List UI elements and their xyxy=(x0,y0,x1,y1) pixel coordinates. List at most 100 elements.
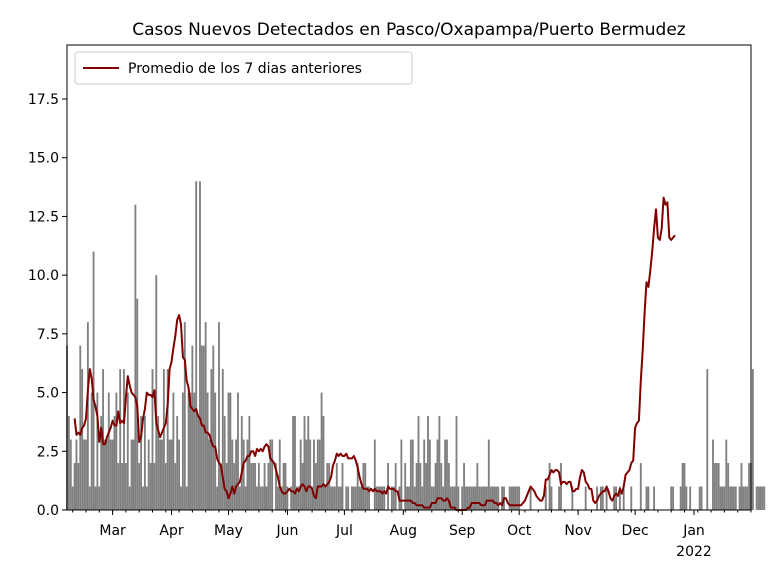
daily-cases-bar xyxy=(119,369,122,510)
y-tick-label: 10.0 xyxy=(28,268,59,284)
daily-cases-bar xyxy=(360,486,363,510)
daily-cases-bar xyxy=(187,392,190,510)
daily-cases-bar xyxy=(731,486,733,510)
daily-cases-bar xyxy=(195,181,198,510)
daily-cases-bar xyxy=(685,486,688,510)
daily-cases-bar xyxy=(757,486,760,510)
daily-cases-bar xyxy=(267,463,270,510)
daily-cases-bar xyxy=(193,392,196,510)
daily-cases-bar xyxy=(470,486,473,510)
daily-cases-bar xyxy=(271,439,274,510)
x-tick-label: Nov xyxy=(564,523,591,539)
daily-cases-bar xyxy=(275,463,277,510)
daily-cases-bar xyxy=(442,486,445,510)
daily-cases-bar xyxy=(748,463,751,510)
daily-cases-bar xyxy=(295,486,298,510)
daily-cases-bar xyxy=(221,369,224,510)
legend-box xyxy=(74,51,413,85)
daily-cases-bar xyxy=(316,439,319,510)
daily-cases-bar xyxy=(256,486,258,510)
daily-cases-bar xyxy=(73,463,76,510)
daily-cases-bar xyxy=(763,486,766,510)
daily-cases-bar xyxy=(104,439,106,510)
daily-cases-bar xyxy=(225,463,228,510)
daily-cases-bar xyxy=(109,439,112,510)
daily-cases-bar xyxy=(303,416,306,510)
daily-cases-bar xyxy=(83,439,86,510)
daily-cases-bar xyxy=(96,392,99,510)
daily-cases-bar xyxy=(356,463,359,510)
daily-cases-bar xyxy=(571,486,574,510)
x-tick-label: Oct xyxy=(507,523,532,539)
daily-cases-bar xyxy=(164,463,167,510)
x-tick-year-label: 2022 xyxy=(676,544,712,560)
y-axis: 0.0 2.5 5.0 7.5 10.0 12.5 15.0 17.5 xyxy=(28,92,67,519)
daily-cases-bar xyxy=(111,439,114,510)
daily-cases-bar xyxy=(723,486,726,510)
daily-cases-bar xyxy=(451,486,454,510)
daily-cases-bar xyxy=(510,486,513,510)
daily-cases-bar xyxy=(178,439,181,510)
x-tick-label: Apr xyxy=(159,523,183,539)
daily-cases-bar xyxy=(138,463,141,510)
daily-cases-bar xyxy=(381,486,384,510)
daily-cases-bar xyxy=(390,486,393,510)
daily-cases-bar xyxy=(518,486,521,510)
daily-cases-bar xyxy=(81,369,84,510)
daily-cases-bar xyxy=(727,463,730,510)
daily-cases-bar xyxy=(615,486,618,510)
daily-cases-bar xyxy=(229,392,232,510)
x-axis: Mar Apr May Jun Jul Aug Sep Oct Nov Dec Jan 2022 xyxy=(72,510,752,560)
daily-cases-bar xyxy=(428,439,431,510)
daily-cases-bar xyxy=(332,486,334,510)
daily-cases-bar xyxy=(94,486,97,510)
daily-cases-bar xyxy=(354,486,357,510)
daily-cases-bar xyxy=(314,463,317,510)
daily-cases-bar xyxy=(725,439,728,510)
daily-cases-bar xyxy=(170,439,173,510)
daily-cases-bar xyxy=(107,392,110,510)
daily-cases-bar xyxy=(330,486,333,510)
daily-cases-bar xyxy=(115,392,118,510)
daily-cases-bar xyxy=(706,369,709,510)
daily-cases-bar xyxy=(265,486,268,510)
daily-cases-bar xyxy=(409,439,412,510)
daily-cases-bar xyxy=(423,439,426,510)
daily-cases-bar xyxy=(276,486,279,510)
daily-cases-bar xyxy=(100,416,103,510)
daily-cases-bar xyxy=(121,463,124,510)
daily-cases-bar xyxy=(335,463,338,510)
daily-cases-bar xyxy=(263,463,266,510)
daily-cases-bar xyxy=(85,439,87,510)
y-tick-label: 17.5 xyxy=(28,92,59,108)
x-tick-label: Jan xyxy=(682,523,705,539)
daily-cases-bar xyxy=(307,416,310,510)
daily-cases-bar xyxy=(474,486,477,510)
daily-cases-bar xyxy=(729,486,732,510)
daily-cases-bar xyxy=(421,486,424,510)
daily-cases-bar xyxy=(250,463,253,510)
daily-cases-bar xyxy=(379,486,382,510)
y-tick-label: 0.0 xyxy=(37,503,59,519)
daily-cases-bar xyxy=(700,486,703,510)
daily-cases-bar xyxy=(147,439,150,510)
daily-cases-bar xyxy=(432,486,435,510)
daily-cases-bar xyxy=(438,416,441,510)
daily-cases-bar xyxy=(305,439,308,510)
daily-cases-bar xyxy=(206,392,209,510)
plot-frame xyxy=(66,44,752,511)
daily-cases-bar xyxy=(284,463,287,510)
daily-cases-bar xyxy=(328,463,331,510)
x-tick-label: Mar xyxy=(99,523,126,539)
legend-label: Promedio de los 7 dias anteriores xyxy=(128,61,362,77)
daily-cases-bar xyxy=(172,392,175,510)
daily-cases-bar xyxy=(400,439,403,510)
daily-cases-bar xyxy=(67,416,70,510)
daily-cases-bar xyxy=(233,463,236,510)
x-tick-label: May xyxy=(214,523,243,539)
daily-cases-bar xyxy=(434,463,437,510)
daily-cases-bar xyxy=(161,439,163,510)
daily-cases-bar xyxy=(246,439,249,510)
daily-cases-bar xyxy=(218,322,220,510)
daily-cases-bar xyxy=(199,181,201,510)
